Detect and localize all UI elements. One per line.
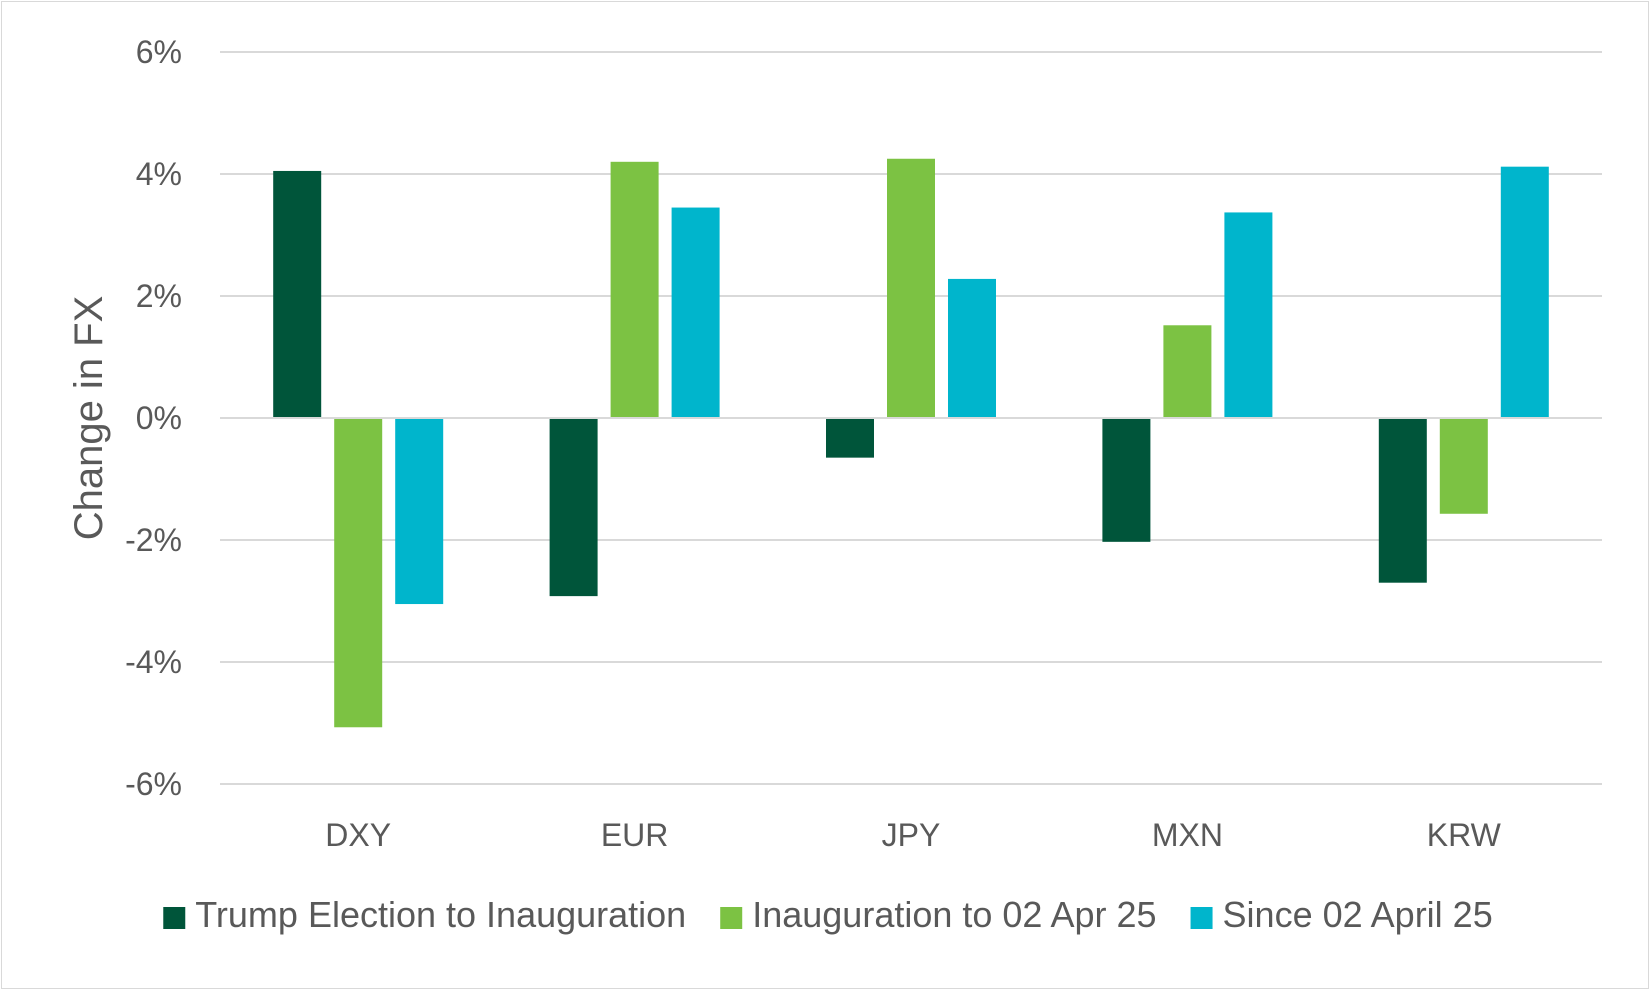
- y-tick-label: -6%: [125, 766, 182, 802]
- y-tick-label: 6%: [136, 34, 182, 70]
- legend-label: Trump Election to Inauguration: [195, 894, 686, 935]
- y-tick-label: 4%: [136, 156, 182, 192]
- bar-eur-series-2: [610, 161, 659, 419]
- legend-swatch: [720, 907, 743, 929]
- bar-mxn-series-3: [1224, 212, 1273, 418]
- bar-dxy-series-1: [273, 170, 322, 418]
- bar-krw-series-1: [1378, 418, 1427, 583]
- x-tick-label-jpy: JPY: [882, 817, 941, 853]
- legend-swatch: [163, 907, 186, 929]
- y-tick-label: -4%: [125, 644, 182, 680]
- x-tick-label-mxn: MXN: [1152, 817, 1223, 853]
- x-tick-label-dxy: DXY: [325, 817, 391, 853]
- bar-dxy-series-2: [334, 418, 383, 728]
- bar-mxn-series-1: [1102, 418, 1151, 542]
- bar-jpy-series-3: [948, 278, 996, 418]
- bar-jpy-series-2: [887, 158, 935, 418]
- bar-eur-series-1: [549, 418, 598, 597]
- bar-dxy-series-3: [395, 418, 444, 605]
- legend-label: Since 02 April 25: [1223, 894, 1493, 935]
- x-axis-category-labels: DXY EUR JPY MXN KRW: [325, 817, 1501, 853]
- x-tick-label-krw: KRW: [1427, 817, 1502, 853]
- legend-item-1: Trump Election to Inauguration: [163, 894, 686, 935]
- bar-krw-series-3: [1500, 166, 1549, 418]
- y-axis-title: Change in FX: [67, 296, 111, 541]
- bar-mxn-series-2: [1163, 325, 1212, 418]
- legend-item-2: Inauguration to 02 Apr 25: [720, 894, 1157, 935]
- bars: [273, 158, 1549, 728]
- legend-swatch: [1190, 907, 1213, 929]
- bar-krw-series-2: [1439, 418, 1488, 514]
- legend-label: Inauguration to 02 Apr 25: [752, 894, 1156, 935]
- y-tick-label: 0%: [136, 400, 182, 436]
- bar-jpy-series-1: [826, 418, 874, 458]
- bar-eur-series-3: [671, 207, 720, 418]
- y-tick-label: 2%: [136, 278, 182, 314]
- legend-item-3: Since 02 April 25: [1190, 894, 1493, 935]
- x-tick-label-eur: EUR: [601, 817, 669, 853]
- legend: Trump Election to Inauguration Inaugurati…: [163, 894, 1493, 935]
- y-tick-label: -2%: [125, 522, 182, 558]
- y-axis-tick-labels: 6% 4% 2% 0% -2% -4% -6%: [125, 34, 182, 802]
